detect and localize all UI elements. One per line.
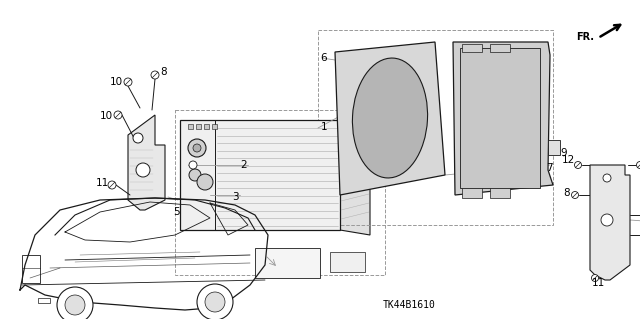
Circle shape bbox=[637, 161, 640, 168]
Text: 1: 1 bbox=[321, 122, 328, 132]
Text: 11: 11 bbox=[592, 278, 605, 288]
Ellipse shape bbox=[353, 58, 428, 178]
Circle shape bbox=[188, 139, 206, 157]
Bar bbox=[22, 255, 40, 283]
Circle shape bbox=[124, 78, 132, 86]
Circle shape bbox=[189, 161, 197, 169]
Circle shape bbox=[151, 71, 159, 79]
Text: TK44B1610: TK44B1610 bbox=[383, 300, 436, 310]
Circle shape bbox=[205, 292, 225, 312]
Text: 11: 11 bbox=[96, 178, 109, 188]
Polygon shape bbox=[180, 120, 340, 230]
Text: 12: 12 bbox=[562, 155, 575, 165]
Bar bbox=[204, 124, 209, 129]
Bar bbox=[460, 48, 540, 188]
Bar bbox=[330, 252, 365, 272]
Text: FR.: FR. bbox=[576, 32, 594, 42]
Circle shape bbox=[108, 181, 116, 189]
Text: 8: 8 bbox=[563, 188, 570, 198]
Text: 2: 2 bbox=[240, 160, 246, 170]
Polygon shape bbox=[453, 42, 553, 195]
Bar bbox=[318, 30, 553, 225]
Circle shape bbox=[572, 191, 579, 198]
Circle shape bbox=[189, 169, 201, 181]
Bar bbox=[490, 44, 510, 52]
Polygon shape bbox=[590, 165, 630, 280]
Polygon shape bbox=[128, 115, 165, 210]
Bar bbox=[188, 124, 193, 129]
Circle shape bbox=[601, 214, 613, 226]
Bar bbox=[196, 124, 201, 129]
Bar bbox=[462, 44, 482, 52]
Bar bbox=[462, 188, 482, 198]
Text: 5: 5 bbox=[173, 207, 180, 217]
Text: 8: 8 bbox=[160, 67, 166, 77]
Bar bbox=[175, 110, 385, 275]
Circle shape bbox=[591, 275, 598, 281]
Circle shape bbox=[193, 144, 201, 152]
Bar bbox=[212, 124, 217, 129]
Bar bbox=[255, 248, 320, 278]
Circle shape bbox=[603, 174, 611, 182]
Circle shape bbox=[197, 284, 233, 319]
Text: 9: 9 bbox=[560, 148, 566, 158]
Circle shape bbox=[197, 174, 213, 190]
Text: 10: 10 bbox=[110, 77, 123, 87]
Bar bbox=[38, 298, 50, 303]
Circle shape bbox=[57, 287, 93, 319]
Text: 7: 7 bbox=[546, 163, 552, 173]
Circle shape bbox=[136, 163, 150, 177]
Circle shape bbox=[133, 133, 143, 143]
Circle shape bbox=[553, 144, 559, 150]
Polygon shape bbox=[340, 112, 370, 235]
Polygon shape bbox=[335, 42, 445, 195]
Text: 10: 10 bbox=[100, 111, 113, 121]
Bar bbox=[490, 188, 510, 198]
Circle shape bbox=[65, 295, 85, 315]
Bar bbox=[548, 140, 560, 155]
Text: 3: 3 bbox=[232, 192, 239, 202]
Text: 6: 6 bbox=[320, 53, 326, 63]
Circle shape bbox=[114, 111, 122, 119]
Circle shape bbox=[575, 161, 582, 168]
